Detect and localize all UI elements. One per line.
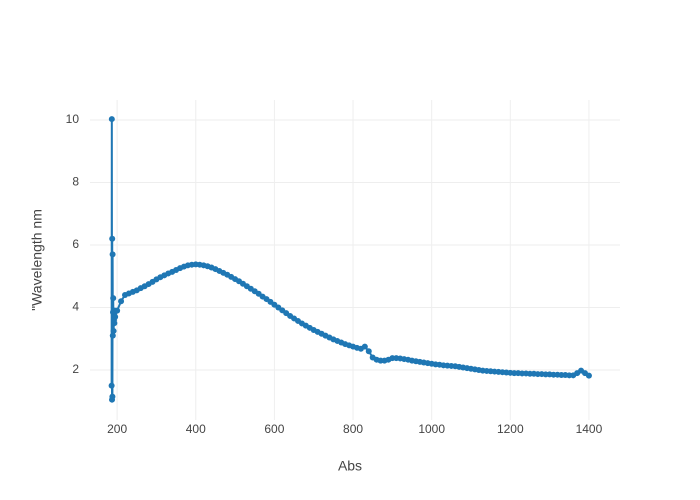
- y-tick-label: 2: [72, 362, 79, 376]
- data-point: [109, 235, 116, 242]
- y-tick-label: 8: [72, 175, 79, 189]
- data-line: [110, 119, 590, 400]
- x-tick-label: 1400: [576, 422, 603, 436]
- data-point: [110, 295, 117, 302]
- y-axis-title: "Wavelength nm: [29, 209, 45, 311]
- x-tick-label: 1200: [497, 422, 524, 436]
- data-point: [109, 393, 116, 400]
- data-point: [114, 307, 121, 314]
- data-point: [109, 251, 116, 258]
- x-tick-label: 800: [343, 422, 363, 436]
- x-tick-label: 200: [107, 422, 127, 436]
- data-point: [118, 298, 125, 305]
- y-tick-label: 4: [72, 300, 79, 314]
- data-point: [108, 116, 115, 123]
- data-point: [108, 382, 115, 389]
- data-point: [361, 343, 368, 350]
- y-tick-label: 6: [72, 237, 79, 251]
- data-point: [365, 348, 372, 355]
- data-point: [111, 320, 118, 327]
- data-point: [112, 313, 119, 320]
- x-tick-label: 400: [186, 422, 206, 436]
- x-tick-label: 600: [264, 422, 284, 436]
- data-point: [110, 327, 117, 334]
- y-tick-label: 10: [66, 112, 80, 126]
- x-tick-label: 1000: [418, 422, 445, 436]
- data-point: [109, 332, 116, 339]
- x-axis-title: Abs: [338, 458, 362, 474]
- data-point: [585, 372, 592, 379]
